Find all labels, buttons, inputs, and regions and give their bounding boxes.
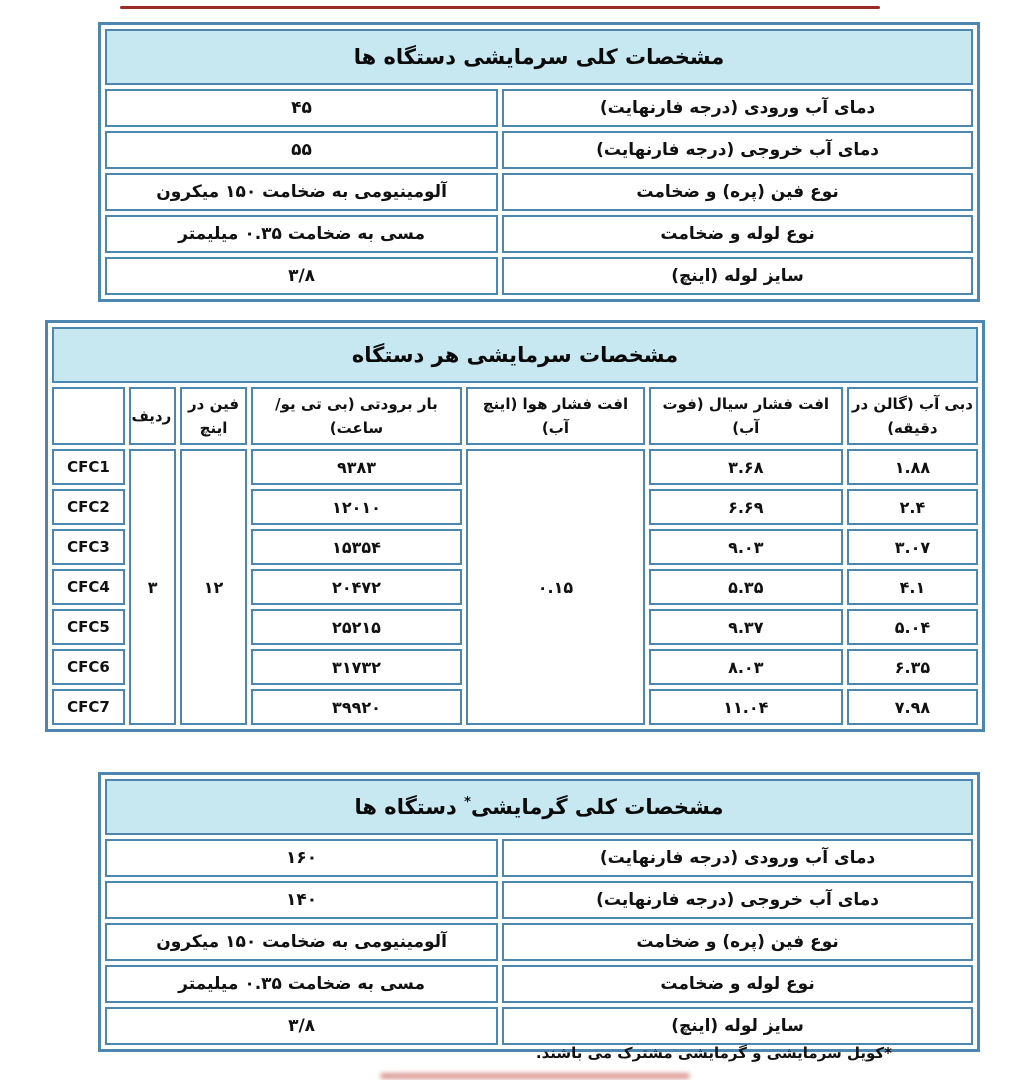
spec-value: آلومینیومی به ضخامت ۱۵۰ میکرون (105, 923, 499, 961)
table-row: دمای آب خروجی (درجه فارنهایت) ۱۴۰ (105, 881, 973, 919)
spec-label: سایز لوله (اینچ) (502, 1007, 973, 1045)
row-merged-value: ۳ (128, 449, 177, 725)
spec-label: نوع لوله و ضخامت (502, 215, 973, 253)
heating-title-star: * (464, 795, 471, 810)
air-pressure-merged-value: ۰.۱۵ (466, 449, 645, 725)
table-row: نوع لوله و ضخامت مسی به ضخامت ۰.۳۵ میلیم… (105, 965, 973, 1003)
heating-general-title: مشخصات کلی گرمایشی* دستگاه ها (105, 779, 973, 835)
col-header-row: ردیف (128, 387, 177, 445)
water-flow-value: ۱.۸۸ (846, 449, 978, 485)
table-row: نوع فین (پره) و ضخامت آلومینیومی به ضخام… (105, 923, 973, 961)
bottom-faded-rule (380, 1073, 690, 1079)
device-row: ۳.۰۷ ۹.۰۳ ۱۵۳۵۴ CFC3 (52, 529, 978, 565)
table-row: دمای آب خروجی (درجه فارنهایت) ۵۵ (105, 131, 973, 169)
device-model: CFC3 (52, 529, 125, 565)
spec-value: مسی به ضخامت ۰.۳۵ میلیمتر (105, 215, 499, 253)
spec-value: ۴۵ (105, 89, 499, 127)
heating-title-suffix: دستگاه ها (354, 795, 465, 819)
spec-label: نوع فین (پره) و ضخامت (502, 173, 973, 211)
cooling-load-value: ۹۳۸۳ (250, 449, 463, 485)
table-row: نوع فین (پره) و ضخامت آلومینیومی به ضخام… (105, 173, 973, 211)
water-flow-value: ۳.۰۷ (846, 529, 978, 565)
fluid-pressure-value: ۸.۰۳ (648, 649, 843, 685)
device-row: ۴.۱ ۵.۳۵ ۲۰۴۷۲ CFC4 (52, 569, 978, 605)
water-flow-value: ۷.۹۸ (846, 689, 978, 725)
water-flow-value: ۲.۴ (846, 489, 978, 525)
table-row: سایز لوله (اینچ) ۳/۸ (105, 257, 973, 295)
col-header-corner-empty (52, 387, 125, 445)
spec-value: ۱۴۰ (105, 881, 499, 919)
cooling-load-value: ۱۲۰۱۰ (250, 489, 463, 525)
table-row: دمای آب ورودی (درجه فارنهایت) ۱۶۰ (105, 839, 973, 877)
fluid-pressure-value: ۳.۶۸ (648, 449, 843, 485)
water-flow-value: ۴.۱ (846, 569, 978, 605)
fins-per-inch-merged-value: ۱۲ (180, 449, 247, 725)
fluid-pressure-value: ۵.۳۵ (648, 569, 843, 605)
heating-general-table: مشخصات کلی گرمایشی* دستگاه ها دمای آب ور… (98, 772, 980, 1052)
device-row: ۷.۹۸ ۱۱.۰۴ ۳۹۹۲۰ CFC7 (52, 689, 978, 725)
device-model: CFC1 (52, 449, 125, 485)
heating-title-text: مشخصات کلی گرمایشی (470, 795, 724, 819)
col-header-fluid-pressure-drop: افت فشار سیال (فوت آب) (648, 387, 843, 445)
table-row: نوع لوله و ضخامت مسی به ضخامت ۰.۳۵ میلیم… (105, 215, 973, 253)
spec-label: دمای آب خروجی (درجه فارنهایت) (502, 881, 973, 919)
spec-value: ۳/۸ (105, 257, 499, 295)
column-header-row: دبی آب (گالن در دقیقه) افت فشار سیال (فو… (52, 387, 978, 445)
col-header-air-pressure-drop: افت فشار هوا (اینچ آب) (466, 387, 645, 445)
cooling-load-value: ۳۹۹۲۰ (250, 689, 463, 725)
cooling-general-table: مشخصات کلی سرمایشی دستگاه ها دمای آب ورو… (98, 22, 980, 302)
fluid-pressure-value: ۹.۰۳ (648, 529, 843, 565)
device-model: CFC2 (52, 489, 125, 525)
col-header-water-flow: دبی آب (گالن در دقیقه) (846, 387, 978, 445)
device-model: CFC4 (52, 569, 125, 605)
device-row: ۵.۰۴ ۹.۳۷ ۲۵۲۱۵ CFC5 (52, 609, 978, 645)
spec-label: دمای آب خروجی (درجه فارنهایت) (502, 131, 973, 169)
col-header-cooling-load: بار برودتی (بی تی یو/ساعت) (250, 387, 463, 445)
spec-label: دمای آب ورودی (درجه فارنهایت) (502, 839, 973, 877)
spec-value: ۱۶۰ (105, 839, 499, 877)
cooling-load-value: ۲۵۲۱۵ (250, 609, 463, 645)
cooling-load-value: ۱۵۳۵۴ (250, 529, 463, 565)
spec-value: آلومینیومی به ضخامت ۱۵۰ میکرون (105, 173, 499, 211)
shared-coil-footnote: *کویل سرمایشی و گرمایشی مشترک می باشند. (535, 1044, 892, 1062)
device-row: ۶.۳۵ ۸.۰۳ ۳۱۷۳۲ CFC6 (52, 649, 978, 685)
cooling-load-value: ۳۱۷۳۲ (250, 649, 463, 685)
water-flow-value: ۶.۳۵ (846, 649, 978, 685)
device-model: CFC7 (52, 689, 125, 725)
spec-label: دمای آب ورودی (درجه فارنهایت) (502, 89, 973, 127)
cooling-general-title: مشخصات کلی سرمایشی دستگاه ها (105, 29, 973, 85)
fluid-pressure-value: ۱۱.۰۴ (648, 689, 843, 725)
spec-label: نوع لوله و ضخامت (502, 965, 973, 1003)
spec-label: نوع فین (پره) و ضخامت (502, 923, 973, 961)
table-row: دمای آب ورودی (درجه فارنهایت) ۴۵ (105, 89, 973, 127)
spec-value: مسی به ضخامت ۰.۳۵ میلیمتر (105, 965, 499, 1003)
top-divider-rule (120, 6, 880, 9)
device-model: CFC6 (52, 649, 125, 685)
fluid-pressure-value: ۶.۶۹ (648, 489, 843, 525)
spec-value: ۳/۸ (105, 1007, 499, 1045)
cooling-per-device-table: مشخصات سرمایشی هر دستگاه دبی آب (گالن در… (45, 320, 985, 732)
device-model: CFC5 (52, 609, 125, 645)
device-row: ۱.۸۸ ۳.۶۸ ۰.۱۵ ۹۳۸۳ ۱۲ ۳ CFC1 (52, 449, 978, 725)
water-flow-value: ۵.۰۴ (846, 609, 978, 645)
cooling-per-device-title: مشخصات سرمایشی هر دستگاه (52, 327, 978, 383)
cooling-load-value: ۲۰۴۷۲ (250, 569, 463, 605)
col-header-fins-per-inch: فین در اینچ (180, 387, 247, 445)
fluid-pressure-value: ۹.۳۷ (648, 609, 843, 645)
table-row: سایز لوله (اینچ) ۳/۸ (105, 1007, 973, 1045)
spec-value: ۵۵ (105, 131, 499, 169)
spec-label: سایز لوله (اینچ) (502, 257, 973, 295)
device-row: ۲.۴ ۶.۶۹ ۱۲۰۱۰ CFC2 (52, 489, 978, 525)
